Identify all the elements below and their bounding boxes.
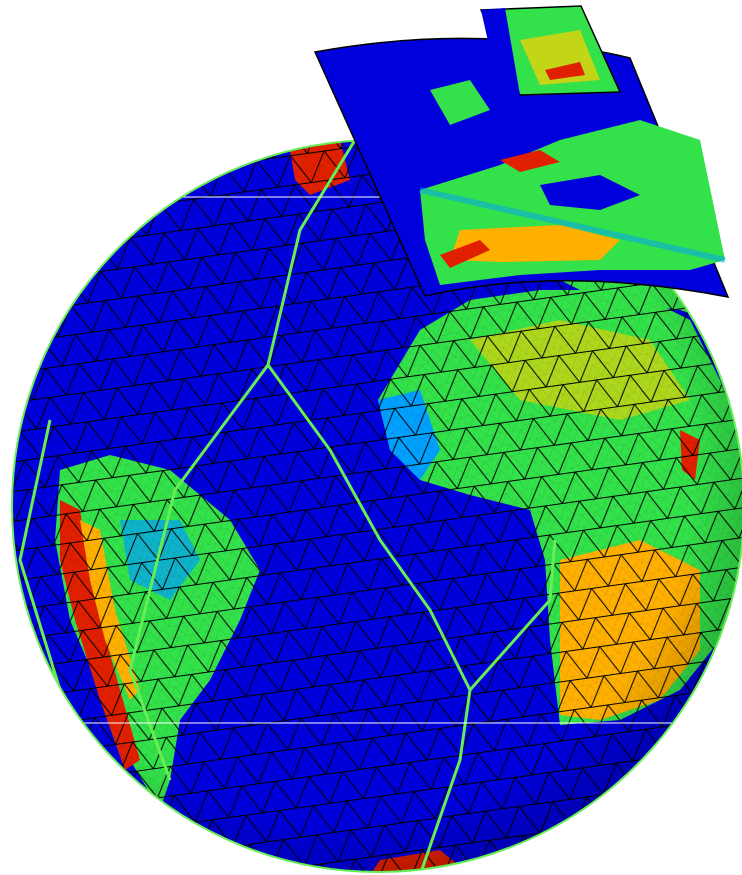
patch-land: [430, 80, 490, 125]
patch-band: [419, 187, 726, 263]
nested-peak: [545, 62, 585, 80]
nested-sea: [481, 8, 520, 95]
regional-patch: [313, 5, 730, 298]
globe: [12, 140, 742, 872]
patch-sea: [540, 175, 640, 210]
patch-high: [450, 225, 620, 262]
shading: [12, 140, 742, 872]
patch-alps: [500, 150, 560, 172]
patch-alps: [440, 240, 490, 268]
